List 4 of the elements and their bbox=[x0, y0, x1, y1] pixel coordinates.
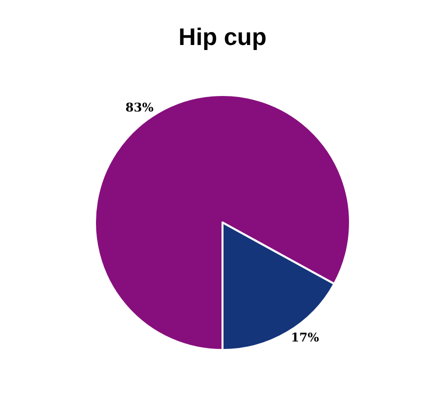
chart-title: Hip cup bbox=[178, 24, 266, 51]
data-label: 17% bbox=[290, 330, 320, 344]
pie-slice bbox=[94, 94, 351, 351]
data-label: 83% bbox=[125, 100, 154, 115]
